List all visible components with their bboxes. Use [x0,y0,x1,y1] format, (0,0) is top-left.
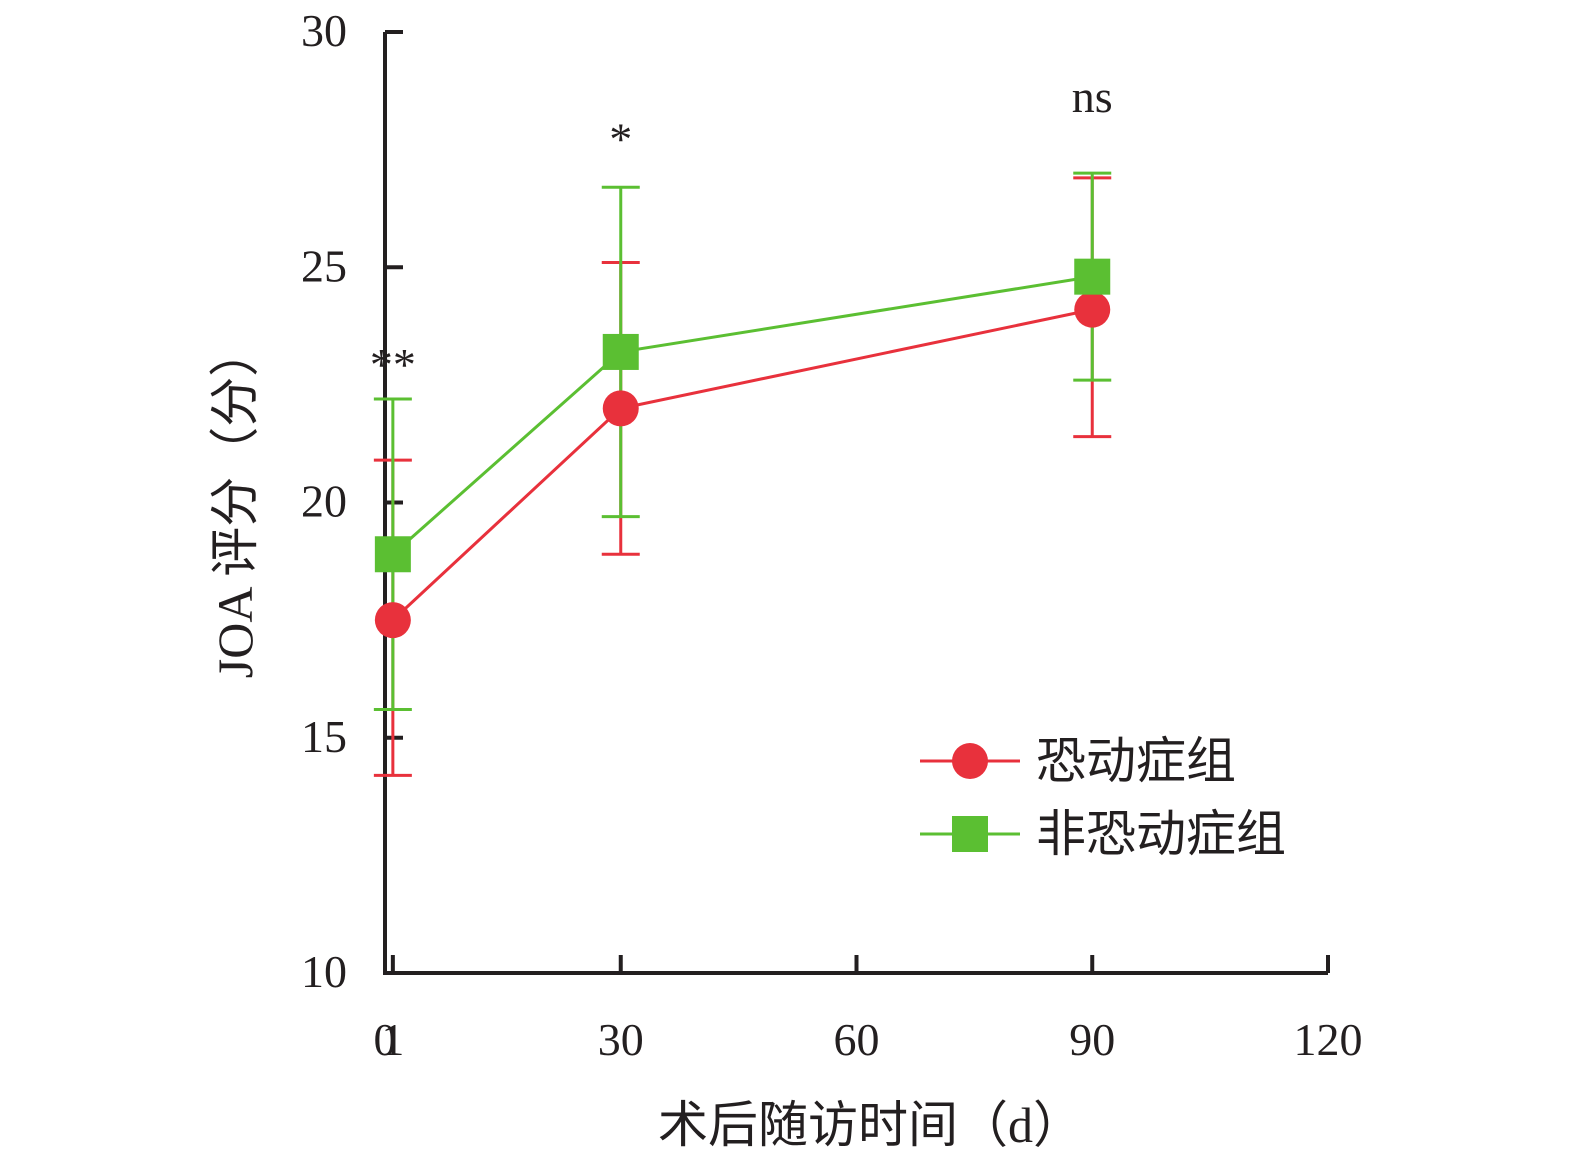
data-point-circle [602,390,639,427]
legend-label: 恐动症组 [1036,733,1236,789]
series-lines [391,275,1093,622]
x-axis-title: 术后随访时间（d） [658,1097,1083,1153]
data-point-square [1074,258,1111,295]
markers [374,258,1111,639]
legend-marker-circle [952,743,988,779]
data-point-circle [1074,291,1111,328]
y-axis-title: JOA 评分（分） [207,327,263,678]
legend-marker-square [952,816,988,852]
y-tick-label: 20 [301,476,347,527]
y-tick-label: 25 [301,240,347,291]
axes: 10 15 20 25 30 01 30 60 90 120 术后随访时间（d） JOA 评分（分） [207,5,1363,1153]
y-tick-label: 15 [301,711,347,762]
series-line [391,275,1093,556]
data-point-circle [374,602,411,639]
series-line [391,308,1093,622]
data-point-square [602,333,639,370]
y-tick-label: 30 [301,5,347,56]
data-point-square [374,536,411,573]
significance-label: ** [370,339,416,390]
x-tick-label: 0 [374,1014,397,1065]
annotations: ***ns [370,71,1113,390]
x-tick-label: 1 [381,1014,404,1065]
x-tick-label: 60 [834,1014,880,1065]
x-tick-label: 30 [598,1014,644,1065]
legend-label: 非恐动症组 [1036,806,1286,862]
x-tick-label: 90 [1069,1014,1115,1065]
significance-label: ns [1072,71,1113,122]
x-tick-label: 120 [1294,1014,1363,1065]
y-tick-label: 10 [301,946,347,997]
significance-label: * [609,113,632,164]
